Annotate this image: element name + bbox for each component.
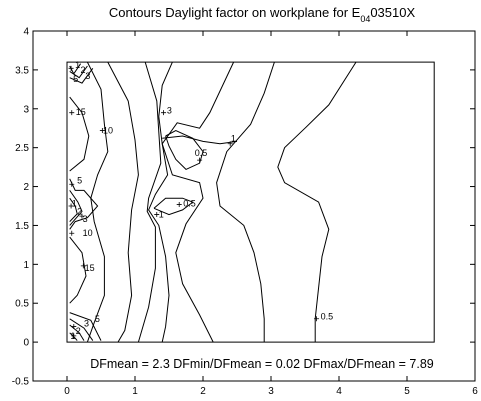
contour-line-1 [277,61,357,343]
label-marker-0 [68,65,74,71]
y-tick-label-4: 1.5 [15,221,29,232]
contour-label-0: 1 [75,60,80,70]
contour-line-7 [137,61,162,343]
y-tick-label-1: 0 [23,338,29,349]
y-tick-label-5: 2 [23,182,29,193]
contour-line-19 [69,324,85,341]
contour-label-10: 1 [72,199,77,209]
contour-label-markers [68,65,320,339]
contour-line-6 [148,61,173,343]
contour-label-16: 15 [85,263,95,273]
contour-label-4: 15 [76,107,86,117]
label-marker-10 [197,157,203,163]
contour-label-2: 3 [85,71,90,81]
contour-line-11 [69,236,87,304]
contour-label-14: 1 [159,210,164,220]
contour-label-21: 0.5 [321,311,334,321]
contour-label-18: 3 [84,318,89,328]
contour-line-2 [165,130,204,170]
contour-label-8: 0.5 [195,148,208,158]
contour-line-15 [69,178,99,230]
x-tick-label-6: 6 [472,386,478,397]
x-tick-label-5: 5 [404,386,410,397]
contour-line-10 [69,96,90,172]
contour-line-8 [107,61,139,343]
contour-line-20 [69,318,94,341]
label-marker-11 [227,141,233,147]
contour-label-3: 5 [73,74,78,84]
room-outline [66,61,435,343]
plot-area-frame [32,30,476,382]
contour-label-13: 0.5 [183,199,196,209]
room-boundary [66,61,435,343]
contour-label-20: 1 [70,331,75,341]
x-tick-label-0: 0 [64,386,70,397]
y-tick-label-3: 1 [23,260,29,271]
y-tick-label-2: 0.5 [15,299,29,310]
contour-line-5 [162,135,238,145]
contour-label-19: 2 [76,326,81,336]
y-tick-label-6: 2.5 [15,143,29,154]
x-tick-label-1: 1 [132,386,138,397]
x-tick-label-3: 3 [268,386,274,397]
contour-line-13 [69,65,88,79]
contour-line-14 [69,68,94,84]
contour-label-12: 3 [83,214,88,224]
label-marker-8 [99,128,105,134]
label-marker-9 [161,110,167,116]
contour-label-11: 2 [77,206,82,216]
label-marker-15 [79,213,85,219]
y-tick-label-0: -0.5 [12,377,30,388]
contour-label-5: 10 [103,126,113,136]
label-marker-7 [71,333,77,339]
contour-label-15: 10 [83,228,93,238]
contour-label-1: 2 [81,65,86,75]
x-tick-label-2: 2 [200,386,206,397]
contour-line-9 [86,61,109,343]
contour-lines [69,61,357,343]
stats-text: DFmean = 2.3 DFmin/DFmean = 0.02 DFmax/D… [90,357,434,371]
y-tick-label-8: 3.5 [15,65,29,76]
contour-line-21 [69,312,102,341]
contour-line-4 [161,61,235,343]
label-marker-2 [69,181,75,187]
label-marker-5 [80,263,86,269]
chart-title: Contours Daylight factor on workplane fo… [109,5,416,24]
contour-line-3 [153,197,194,216]
chart-title-prefix: Contours Daylight factor on workplane fo… [109,5,361,20]
chart-title-subscript: 04 [360,14,370,24]
contour-line-18 [69,332,78,341]
label-marker-12 [176,201,182,207]
x-tick-label-4: 4 [336,386,342,397]
chart-title-suffix: 03510X [370,5,415,20]
contour-line-17 [69,190,83,226]
y-tick-label-7: 3 [23,104,29,115]
label-marker-3 [68,203,74,209]
contour-line-0 [216,61,275,343]
label-marker-1 [69,110,75,116]
label-marker-6 [71,324,77,330]
contour-label-9: 5 [77,175,82,185]
y-tick-label-9: 4 [23,27,29,38]
label-marker-13 [154,212,160,218]
contour-label-17: 5 [95,314,100,324]
label-marker-4 [69,230,75,236]
contour-label-7: 1 [231,133,236,143]
contour-line-16 [69,197,78,222]
label-marker-14 [314,316,320,322]
axis-ticks: 0 1 2 3 4 5 6-0.500.511.522.533.54 [12,27,478,398]
contour-label-6: 3 [167,105,172,115]
